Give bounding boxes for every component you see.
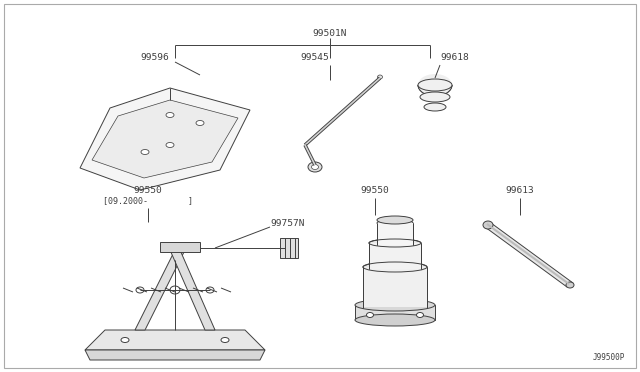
Ellipse shape xyxy=(355,299,435,311)
Ellipse shape xyxy=(420,92,450,102)
Ellipse shape xyxy=(418,79,452,91)
Ellipse shape xyxy=(363,262,427,272)
Bar xyxy=(363,267,427,307)
Text: 99618: 99618 xyxy=(440,53,468,62)
Ellipse shape xyxy=(121,337,129,343)
Text: J99500P: J99500P xyxy=(593,353,625,362)
Ellipse shape xyxy=(166,112,174,118)
Polygon shape xyxy=(92,100,238,178)
Ellipse shape xyxy=(206,287,214,293)
Text: 99501N: 99501N xyxy=(313,29,348,38)
Polygon shape xyxy=(85,330,265,350)
Ellipse shape xyxy=(418,74,452,96)
Ellipse shape xyxy=(483,221,493,229)
Polygon shape xyxy=(485,223,573,287)
Bar xyxy=(377,223,413,245)
Text: 99613: 99613 xyxy=(506,186,534,195)
Ellipse shape xyxy=(566,282,574,288)
Ellipse shape xyxy=(377,216,413,224)
Ellipse shape xyxy=(312,164,319,170)
Ellipse shape xyxy=(141,150,149,154)
Ellipse shape xyxy=(378,75,383,79)
Text: 99757N: 99757N xyxy=(270,218,305,228)
Ellipse shape xyxy=(308,162,322,172)
Polygon shape xyxy=(85,350,265,360)
Text: 99550: 99550 xyxy=(134,186,163,195)
Polygon shape xyxy=(160,242,200,252)
Ellipse shape xyxy=(166,142,174,148)
Ellipse shape xyxy=(377,219,413,227)
Ellipse shape xyxy=(221,337,229,343)
Bar xyxy=(369,243,421,269)
Ellipse shape xyxy=(136,287,144,293)
Text: 99550: 99550 xyxy=(360,186,389,195)
Bar xyxy=(355,305,435,320)
Polygon shape xyxy=(170,250,215,330)
Ellipse shape xyxy=(355,314,435,326)
Ellipse shape xyxy=(170,286,180,294)
Polygon shape xyxy=(135,250,185,330)
Polygon shape xyxy=(80,88,250,190)
Text: [09.2000-        ]: [09.2000- ] xyxy=(103,196,193,205)
Ellipse shape xyxy=(367,312,374,317)
Bar xyxy=(280,238,298,258)
Ellipse shape xyxy=(424,103,446,111)
Ellipse shape xyxy=(196,121,204,125)
Text: 99596: 99596 xyxy=(141,53,170,62)
Ellipse shape xyxy=(417,312,424,317)
Ellipse shape xyxy=(369,239,421,247)
Text: 99545: 99545 xyxy=(301,53,330,62)
